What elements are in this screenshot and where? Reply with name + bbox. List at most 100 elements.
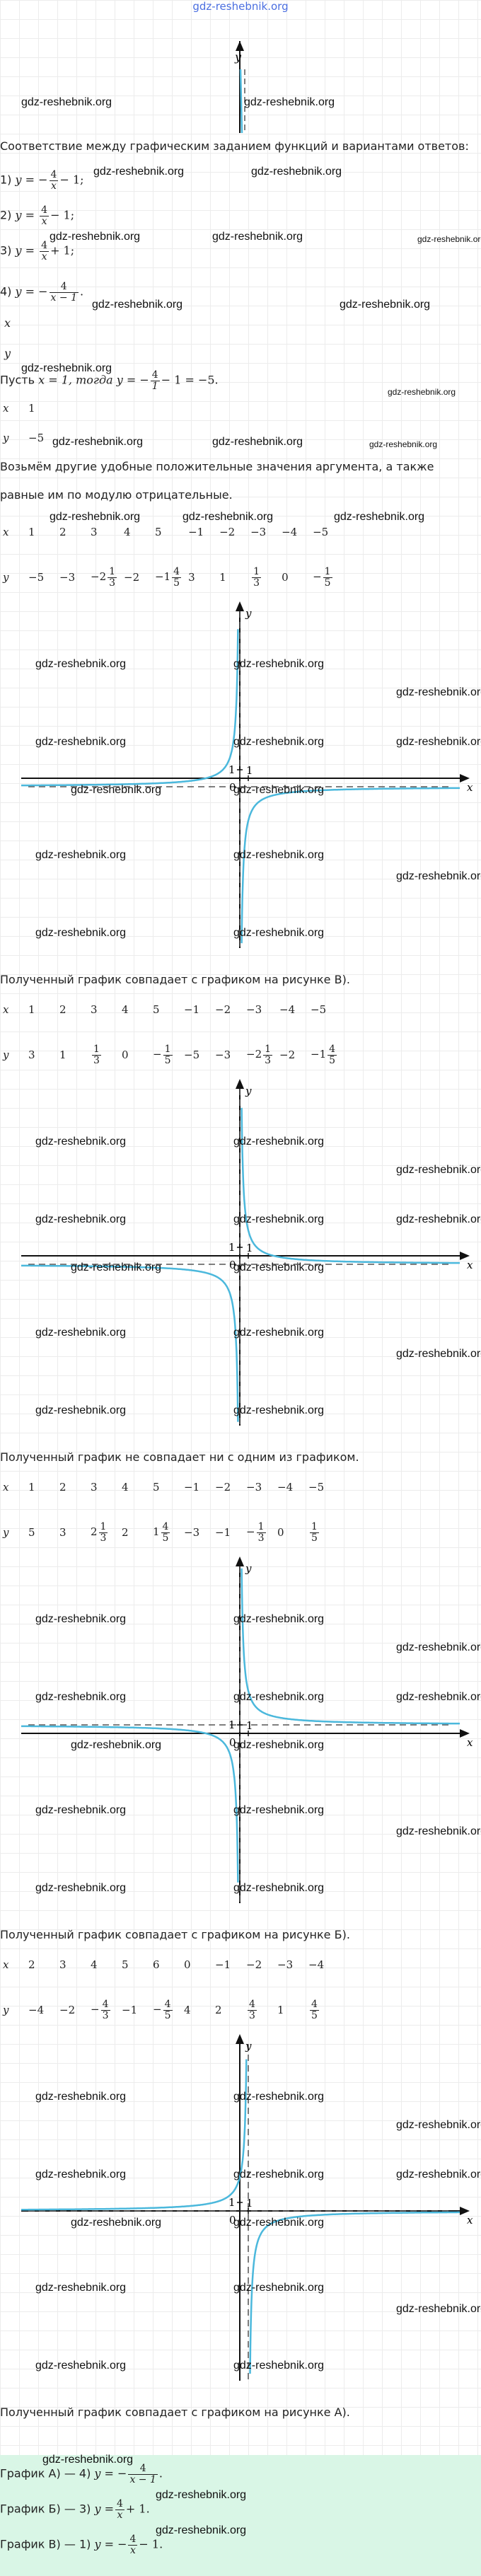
watermark: gdz-reshebnik.org bbox=[21, 96, 112, 108]
table-cell: 4 bbox=[91, 1958, 98, 1971]
option-4: 4) y = −4 x − 1. bbox=[0, 281, 84, 304]
table-row: y 5 3 2 1 3 2 1 4 5 −3 −1 −1 3 0 1 5 bbox=[0, 1510, 337, 1555]
table-cell: −5 bbox=[313, 526, 329, 538]
watermark: gdz-reshebnik.org bbox=[35, 927, 127, 939]
watermark: gdz-reshebnik.org bbox=[233, 2282, 325, 2294]
table-cell: 1 bbox=[28, 1003, 35, 1016]
watermark: gdz-reshebnik.org bbox=[182, 511, 274, 523]
watermark: gdz-reshebnik.org bbox=[92, 299, 183, 311]
table-cell: 6 bbox=[153, 1958, 160, 1971]
table-cell: −4 bbox=[279, 1003, 296, 1016]
watermark: gdz-reshebnik.org bbox=[233, 849, 325, 861]
watermark: gdz-reshebnik.org bbox=[233, 1739, 325, 1751]
table-cell: −3 bbox=[246, 1003, 262, 1016]
watermark: gdz-reshebnik.org bbox=[233, 784, 325, 796]
watermark: gdz-reshebnik.org bbox=[50, 231, 141, 243]
row-label: x bbox=[3, 1003, 9, 1016]
table-cell: −5 bbox=[311, 1003, 327, 1016]
watermark: gdz-reshebnik.org bbox=[35, 849, 127, 861]
answer-line: График Б) — 3) y = 4 x + 1. bbox=[0, 2498, 150, 2521]
watermark: gdz-reshebnik.org bbox=[71, 1739, 162, 1751]
tick-label-one: 1 bbox=[246, 2197, 253, 2210]
result-text: Полученный график совпадает с графиком н… bbox=[0, 1928, 350, 1941]
x-axis-label: x bbox=[467, 781, 473, 794]
table-cell: −1 3 bbox=[246, 1520, 266, 1544]
other-values-text-2: равные им по модулю отрицательные. bbox=[0, 488, 233, 502]
function-graph: yx1 10 bbox=[21, 601, 473, 948]
table-cell: 3 bbox=[91, 1481, 98, 1494]
table-row: y 3 1 1 3 0 −1 5 −5 −3 −2 1 3 −2 −1 4 5 bbox=[0, 1032, 341, 1078]
table-cell: 2 bbox=[59, 526, 66, 538]
watermark: gdz-reshebnik.org bbox=[35, 1136, 127, 1148]
hyperbola-branch bbox=[249, 2211, 460, 2374]
watermark: gdz-reshebnik.org bbox=[35, 1327, 127, 1339]
table-row: y −5 −3 −2 1 3 −2 −1 4 5 3 1 1 3 0 −1 5 bbox=[0, 555, 341, 600]
site-title[interactable]: gdz-reshebnik.org bbox=[192, 0, 289, 13]
watermark: gdz-reshebnik.org bbox=[340, 299, 431, 311]
watermark: gdz-reshebnik.org bbox=[35, 2168, 127, 2181]
table-cell: 2 bbox=[59, 1003, 66, 1016]
table-row: y −4 −2 −4 3 −1 −4 5 4 2 4 3 1 4 5 bbox=[0, 1987, 337, 2033]
function-graph: yx1 10 bbox=[21, 2034, 473, 2381]
watermark: gdz-reshebnik.org bbox=[156, 2489, 247, 2501]
option-2: 2) y = 4 x − 1; bbox=[0, 204, 75, 227]
table-cell: −2 bbox=[279, 1049, 296, 1061]
row-label: y bbox=[3, 571, 9, 584]
watermark: gdz-reshebnik.org bbox=[396, 2119, 481, 2131]
y-axis-label: y bbox=[245, 607, 252, 620]
table-cell: −1 bbox=[215, 1958, 231, 1971]
watermark: gdz-reshebnik.org bbox=[233, 1404, 325, 1416]
watermark: gdz-reshebnik.org bbox=[52, 436, 144, 448]
table-cell: −3 bbox=[184, 1526, 200, 1539]
hyperbola-branch bbox=[240, 1568, 460, 1725]
table-cell: −1 5 bbox=[313, 565, 332, 589]
table-row: x 2 3 4 5 6 0 −1 −2 −3 −4 bbox=[0, 1942, 337, 1987]
option-3: 3) y = 4 x + 1; bbox=[0, 240, 75, 262]
table-cell: −1 5 bbox=[153, 1043, 173, 1066]
watermark: gdz-reshebnik.org bbox=[50, 511, 141, 523]
table-cell: 3 bbox=[91, 526, 98, 538]
watermark: gdz-reshebnik.org bbox=[388, 387, 456, 397]
function-graph: yx1 10 bbox=[21, 1079, 473, 1426]
watermark: gdz-reshebnik.org bbox=[396, 2168, 481, 2181]
table-cell: 1 bbox=[277, 2004, 284, 2016]
table-cell: 3 bbox=[59, 1526, 66, 1539]
watermark: gdz-reshebnik.org bbox=[35, 1882, 127, 1894]
watermark: gdz-reshebnik.org bbox=[334, 511, 425, 523]
y-axis-arrow bbox=[236, 1079, 244, 1089]
result-text: Полученный график не совпадает ни с одни… bbox=[0, 1450, 359, 1464]
table-row: x 1 2 3 4 5 −1 −2 −3 −4 −5 bbox=[0, 987, 341, 1032]
intro-text: Соответствие между графическим заданием … bbox=[0, 139, 469, 153]
tick-label-one: 1 bbox=[228, 1241, 236, 1254]
table-cell: −4 3 bbox=[91, 1998, 110, 2021]
watermark: gdz-reshebnik.org bbox=[244, 96, 335, 108]
tick-label-one: 1 bbox=[246, 764, 253, 777]
hyperbola-branch bbox=[21, 629, 239, 787]
table-cell: 4 bbox=[184, 2004, 191, 2016]
watermark: gdz-reshebnik.org bbox=[233, 1804, 325, 1816]
tick-label-one: 1 bbox=[246, 1719, 253, 1732]
table-cell: −5 bbox=[308, 1481, 325, 1494]
watermark: gdz-reshebnik.org bbox=[35, 1613, 127, 1625]
table-cell: −1 bbox=[188, 526, 204, 538]
table-cell: −1 bbox=[215, 1526, 231, 1539]
table-cell: −2 bbox=[215, 1481, 231, 1494]
watermark: gdz-reshebnik.org bbox=[212, 231, 303, 243]
watermark: gdz-reshebnik.org bbox=[156, 2524, 247, 2536]
x-axis-arrow bbox=[460, 2207, 470, 2215]
watermark: gdz-reshebnik.org bbox=[233, 2168, 325, 2181]
table-cell: 2 bbox=[122, 1526, 129, 1539]
watermark: gdz-reshebnik.org bbox=[396, 686, 481, 698]
watermark: gdz-reshebnik.org bbox=[233, 927, 325, 939]
empty-table-y: y bbox=[4, 347, 11, 360]
table-cell: −4 bbox=[277, 1481, 294, 1494]
table-cell: −2 1 3 bbox=[246, 1043, 273, 1066]
table-cell: 5 bbox=[153, 1003, 160, 1016]
watermark: gdz-reshebnik.org bbox=[417, 234, 481, 244]
table-cell: 4 bbox=[122, 1481, 129, 1494]
